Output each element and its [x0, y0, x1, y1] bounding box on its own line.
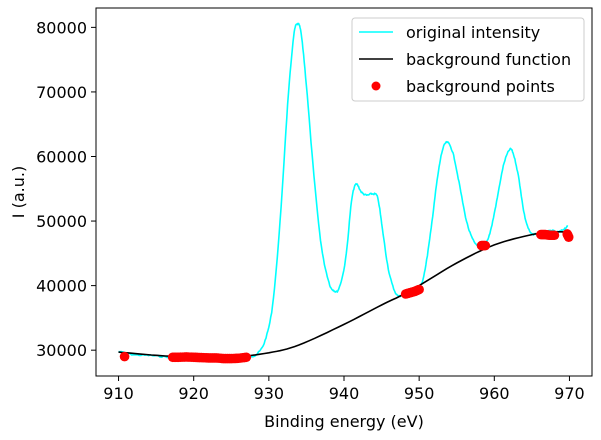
legend-label-background-function: background function: [406, 50, 571, 69]
x-tick-label: 970: [554, 384, 585, 403]
x-tick-label: 940: [329, 384, 360, 403]
background-point: [239, 352, 250, 363]
legend-marker-background-points: [371, 81, 381, 91]
background-point: [119, 351, 130, 362]
x-axis-label: Binding energy (eV): [264, 412, 424, 431]
x-tick-label: 910: [103, 384, 134, 403]
x-axis-ticks: 910 920 930 940 950 960 970: [103, 376, 585, 403]
y-tick-label: 60000: [36, 147, 87, 166]
y-tick-label: 80000: [36, 18, 87, 37]
original-intensity-line: [118, 22, 569, 360]
y-tick-label: 30000: [36, 341, 87, 360]
legend-box: [351, 17, 585, 102]
x-tick-label: 960: [479, 384, 510, 403]
x-tick-label: 930: [254, 384, 285, 403]
legend-label-original-intensity: original intensity: [406, 23, 540, 42]
background-point: [479, 240, 490, 251]
background-point: [413, 285, 423, 295]
y-axis-label: I (a.u.): [9, 166, 28, 218]
y-tick-label: 70000: [36, 83, 87, 102]
plot-area: [118, 22, 574, 364]
x-tick-label: 920: [178, 384, 209, 403]
legend-label-background-points: background points: [406, 77, 555, 96]
background-point: [563, 231, 574, 242]
legend: original intensity background function b…: [351, 17, 585, 102]
background-point: [548, 230, 559, 241]
background-points: [119, 229, 574, 364]
y-axis-ticks: 30000 40000 50000 60000 70000 80000: [36, 18, 96, 360]
x-tick-label: 950: [404, 384, 435, 403]
y-tick-label: 40000: [36, 277, 87, 296]
y-tick-label: 50000: [36, 212, 87, 231]
